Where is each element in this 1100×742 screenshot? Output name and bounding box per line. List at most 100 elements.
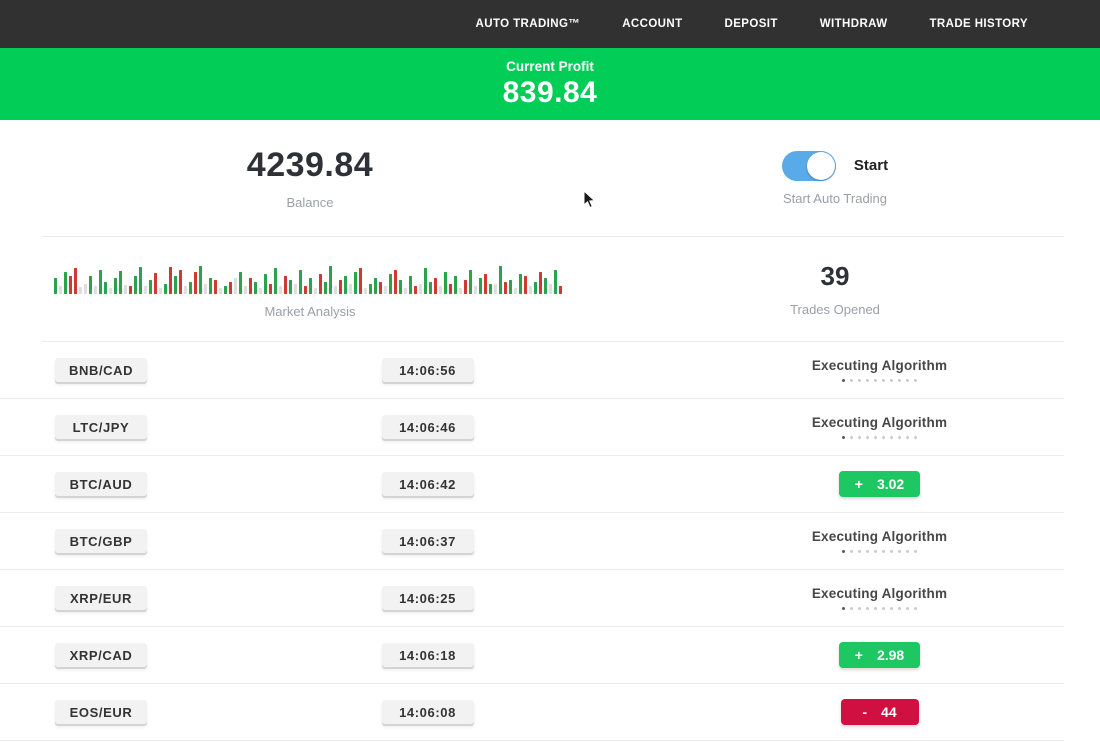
dot (914, 436, 917, 439)
table-row: XRP/EUR 14:06:25 Executing Algorithm (0, 570, 1064, 627)
trade-time-chip: 14:06:37 (381, 529, 474, 553)
executing-label: Executing Algorithm (811, 529, 948, 544)
dot (898, 550, 901, 553)
table-row: XRP/CAD 14:06:18 + 2.98 (0, 627, 1064, 684)
trades-opened-value: 39 (820, 261, 850, 291)
result-amount: 3.02 (876, 476, 905, 492)
dot (898, 607, 901, 610)
auto-trading-toggle[interactable] (781, 150, 836, 181)
table-row: BNB/CAD 14:06:56 Executing Algorithm (0, 342, 1064, 399)
dot (906, 379, 909, 382)
result-sign: - (862, 704, 868, 720)
dot (842, 436, 845, 439)
table-row: BTC/AUD 14:06:42 + 3.02 (0, 456, 1064, 513)
dot (874, 550, 877, 553)
trade-result-badge: - 44 (840, 699, 919, 725)
current-profit-value: 839.84 (502, 75, 598, 109)
trade-pair-chip: EOS/EUR (55, 700, 147, 724)
trade-time-chip: 14:06:46 (381, 415, 474, 439)
toggle-knob-icon (806, 151, 835, 180)
progress-dots (842, 607, 917, 610)
dot (890, 607, 893, 610)
trade-time-chip: 14:06:08 (381, 700, 474, 724)
trade-result-badge: + 2.98 (838, 642, 921, 668)
dot (914, 550, 917, 553)
result-sign: + (854, 476, 863, 492)
executing-status: Executing Algorithm (812, 358, 947, 382)
dot (890, 550, 893, 553)
nav-item-account[interactable]: ACCOUNT (622, 18, 683, 30)
trade-pair-chip: XRP/EUR (55, 586, 147, 610)
nav-item-trade-history[interactable]: TRADE HISTORY (929, 18, 1028, 30)
table-row: BTC/GBP 14:06:37 Executing Algorithm (0, 513, 1064, 570)
dot (842, 550, 845, 553)
nav-item-deposit[interactable]: DEPOSIT (724, 18, 778, 30)
trades-opened-label: Trades Opened (790, 302, 880, 317)
result-amount: 2.98 (876, 647, 905, 663)
dot (850, 436, 853, 439)
dot (906, 607, 909, 610)
current-profit-banner: Current Profit 839.84 (0, 48, 1100, 120)
current-profit-label: Current Profit (506, 58, 594, 74)
dot (850, 550, 853, 553)
dot (858, 607, 861, 610)
toggle-caption: Start Auto Trading (782, 190, 888, 206)
dot (866, 379, 869, 382)
dot (914, 607, 917, 610)
divider (42, 236, 1064, 237)
executing-label: Executing Algorithm (811, 586, 948, 601)
dot (858, 379, 861, 382)
dot (842, 379, 845, 382)
dot (906, 436, 909, 439)
dot (882, 607, 885, 610)
dot (874, 436, 877, 439)
trade-time-chip: 14:06:18 (381, 643, 474, 667)
dot (882, 379, 885, 382)
trade-result-badge: + 3.02 (838, 471, 921, 497)
trade-pair-chip: BTC/GBP (55, 529, 147, 553)
dot (866, 550, 869, 553)
trades-list: BNB/CAD 14:06:56 Executing Algorithm LTC… (0, 342, 1100, 741)
market-analysis-section: Market Analysis 39 Trades Opened (0, 237, 1100, 341)
executing-label: Executing Algorithm (811, 415, 948, 430)
dot (914, 379, 917, 382)
executing-label: Executing Algorithm (811, 358, 948, 373)
dot (890, 436, 893, 439)
market-analysis-chart (54, 260, 566, 294)
executing-status: Executing Algorithm (812, 586, 947, 610)
dot (906, 550, 909, 553)
nav-item-auto-trading[interactable]: AUTO TRADING™ (475, 18, 581, 30)
top-navbar: AUTO TRADING™ ACCOUNT DEPOSIT WITHDRAW TRADE… (0, 0, 1100, 48)
dot (898, 436, 901, 439)
balance-label: Balance (286, 195, 334, 210)
dot (874, 607, 877, 610)
dot (898, 379, 901, 382)
trade-pair-chip: BNB/CAD (55, 358, 148, 382)
progress-dots (842, 379, 917, 382)
trade-time-chip: 14:06:42 (381, 472, 474, 496)
dot (858, 550, 861, 553)
market-analysis-label: Market Analysis (264, 303, 356, 319)
nav-item-withdraw[interactable]: WITHDRAW (819, 18, 888, 30)
trade-pair-chip: BTC/AUD (55, 472, 147, 496)
table-row: EOS/EUR 14:06:08 - 44 (0, 684, 1064, 741)
dot (874, 379, 877, 382)
executing-status: Executing Algorithm (812, 415, 947, 439)
dot (850, 607, 853, 610)
executing-status: Executing Algorithm (812, 529, 947, 553)
dot (866, 607, 869, 610)
trade-time-chip: 14:06:56 (381, 358, 474, 382)
divider (42, 341, 1064, 342)
toggle-label: Start (853, 157, 889, 174)
dot (858, 436, 861, 439)
balance-section: 4239.84 Balance Start Start Auto Trading (0, 120, 1100, 236)
dot (842, 607, 845, 610)
progress-dots (842, 436, 917, 439)
dot (866, 436, 869, 439)
dot (882, 550, 885, 553)
result-amount: 44 (881, 704, 897, 720)
result-sign: + (854, 647, 863, 663)
trade-pair-chip: LTC/JPY (55, 415, 147, 439)
dot (882, 436, 885, 439)
balance-value: 4239.84 (246, 146, 374, 184)
